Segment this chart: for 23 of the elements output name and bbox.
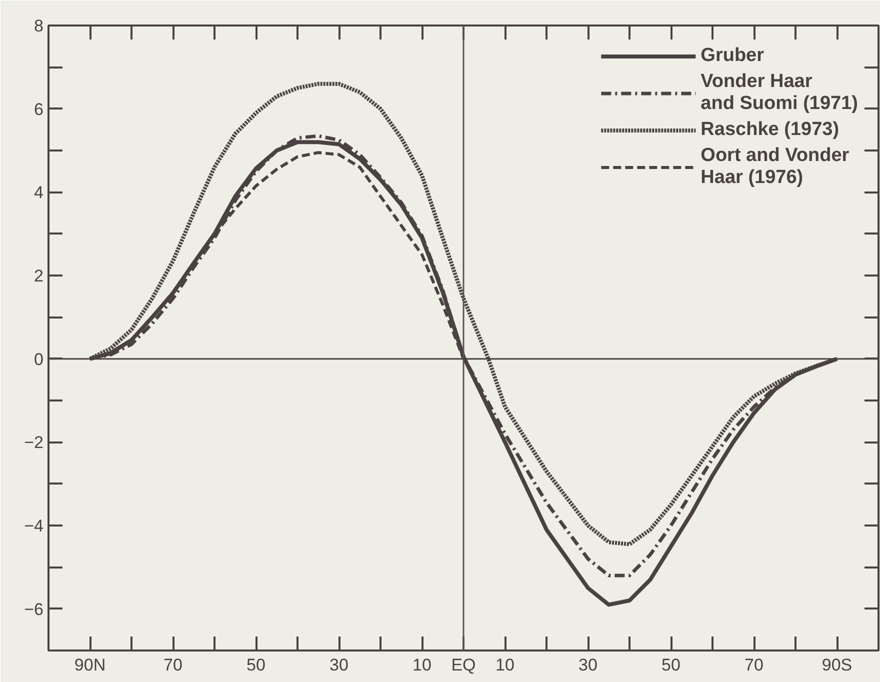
y-tick-label: 6 [34, 100, 44, 119]
y-tick-label: −4 [24, 516, 44, 536]
x-tick-label: 10 [496, 656, 514, 674]
legend-label: Vonder Haar and Suomi (1971) [700, 71, 858, 115]
y-tick-label: −6 [24, 600, 44, 619]
y-tick-label: 4 [34, 183, 44, 202]
x-tick-label: 30 [578, 656, 598, 674]
x-tick-label: 90N [74, 656, 106, 674]
x-tick-label: 70 [164, 656, 182, 674]
y-tick-label: 8 [34, 16, 44, 36]
x-tick-label: 50 [246, 656, 266, 674]
x-tick-label: 50 [662, 656, 680, 674]
x-tick-label: 70 [744, 656, 764, 674]
legend-label: Raschke (1973) [700, 119, 840, 141]
x-tick-label: EQ [451, 656, 476, 674]
legend-label: Oort and Vonder Haar (1976) [700, 145, 850, 189]
x-tick-label: 10 [412, 656, 432, 674]
y-tick-label: 2 [34, 266, 44, 286]
y-tick-label: 0 [34, 350, 44, 369]
y-tick-label: −2 [24, 433, 44, 452]
legend-label: Gruber [700, 45, 764, 67]
x-tick-label: 90S [822, 656, 852, 674]
x-tick-label: 30 [330, 656, 348, 674]
